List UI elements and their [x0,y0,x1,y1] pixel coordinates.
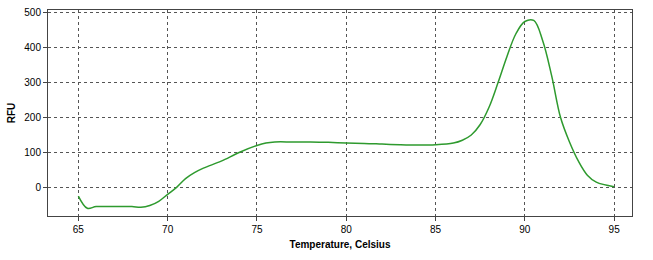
svg-text:75: 75 [251,224,263,235]
svg-text:Temperature, Celsius: Temperature, Celsius [290,239,391,250]
svg-text:200: 200 [24,112,41,123]
svg-text:500: 500 [24,7,41,18]
svg-text:65: 65 [73,224,85,235]
svg-text:90: 90 [519,224,531,235]
svg-text:85: 85 [430,224,442,235]
svg-text:80: 80 [341,224,353,235]
svg-text:0: 0 [35,182,41,193]
svg-text:RFU: RFU [6,103,17,124]
svg-text:95: 95 [609,224,621,235]
svg-text:300: 300 [24,77,41,88]
svg-text:100: 100 [24,147,41,158]
svg-text:70: 70 [162,224,174,235]
svg-text:400: 400 [24,42,41,53]
